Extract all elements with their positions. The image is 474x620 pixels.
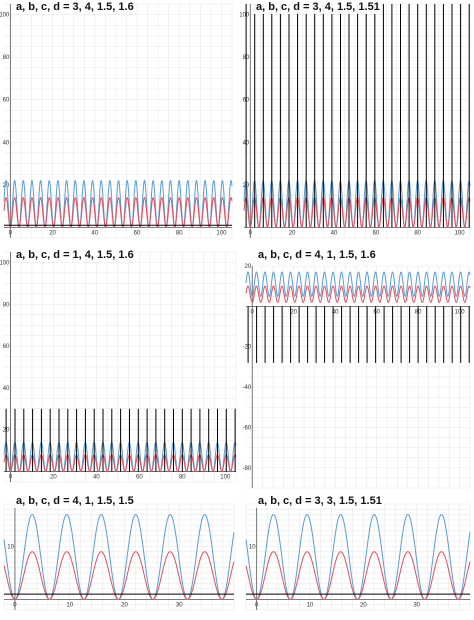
y-tick-label: 10 <box>7 544 14 550</box>
series-red <box>243 196 471 228</box>
series-blue <box>3 441 237 473</box>
x-tick-label: 60 <box>134 230 141 236</box>
chart-3-title: a, b, c, d = 1, 4, 1.5, 1.6 <box>14 248 136 262</box>
x-tick-label: 20 <box>121 602 128 608</box>
x-tick-label: 20 <box>50 475 57 481</box>
grid <box>4 3 233 239</box>
series-red <box>3 196 233 228</box>
chart-5-title: a, b, c, d = 4, 1, 1.5, 1.5 <box>14 494 136 508</box>
y-tick-label: 60 <box>3 344 10 350</box>
y-tick-label: 100 <box>240 13 250 19</box>
chart-2-title: a, b, c, d = 3, 4, 1.5, 1.51 <box>254 0 382 14</box>
y-tick-label: 40 <box>3 386 10 392</box>
x-tick-label: 0 <box>9 475 13 481</box>
x-tick-label: 60 <box>373 309 380 315</box>
series-red <box>245 551 471 600</box>
x-tick-label: 100 <box>216 230 227 236</box>
chart-panel-4: 0 20 40 60 80 100 -80 -60 -40 -20 20 a, b, c, d = … <box>242 248 474 492</box>
x-tick-label: 0 <box>249 230 253 236</box>
x-tick-label: 40 <box>332 309 339 315</box>
chart-1-svg: 0 20 40 60 80 100 20 40 60 80 100 <box>0 3 233 239</box>
y-tick-label: 10 <box>249 544 256 550</box>
x-tick-label: 60 <box>136 475 143 481</box>
series-spikes <box>245 4 470 228</box>
x-tick-label: 0 <box>251 309 255 315</box>
chart-panel-5: 0 10 20 30 10 a, b, c, d = 4, 1, 1.5, 1.5 <box>0 494 238 620</box>
y-tick-label: -40 <box>243 385 252 391</box>
y-tick-label: 20 <box>245 264 252 270</box>
series-blue <box>243 179 471 229</box>
grid <box>246 265 471 489</box>
series-spikes <box>5 408 236 472</box>
x-tick-label: 10 <box>307 602 314 608</box>
y-tick-label: 20 <box>3 183 10 189</box>
x-tick-label: 30 <box>176 602 183 608</box>
x-tick-label: 80 <box>176 230 183 236</box>
y-tick-label: 100 <box>0 13 10 19</box>
chart-5-svg: 0 10 20 30 10 <box>3 503 235 611</box>
series-blue <box>245 271 471 297</box>
grid <box>4 251 237 483</box>
series-spikes <box>247 306 470 363</box>
x-tick-label: 40 <box>91 230 98 236</box>
y-tick-label: -80 <box>243 466 252 472</box>
chart-1-title: a, b, c, d = 3, 4, 1.5, 1.6 <box>14 0 136 14</box>
x-tick-label: 30 <box>413 602 420 608</box>
chart-6-svg: 0 10 20 30 10 <box>245 503 471 611</box>
y-tick-label: 80 <box>3 55 10 61</box>
chart-4-title: a, b, c, d = 4, 1, 1.5, 1.6 <box>256 248 378 262</box>
x-tick-label: 10 <box>66 602 73 608</box>
chart-panel-3: 0 20 40 60 80 100 20 40 60 80 100 a, b, c, d = 1, … <box>0 248 240 492</box>
x-tick-label: 20 <box>289 230 296 236</box>
x-tick-label: 0 <box>255 602 259 608</box>
x-tick-label: 80 <box>414 230 421 236</box>
x-tick-label: 0 <box>13 602 17 608</box>
series-red <box>3 454 237 473</box>
chart-panel-6: 0 10 20 30 10 a, b, c, d = 3, 3, 1.5, 1.51 <box>242 494 474 620</box>
chart-panel-2: 0 20 40 60 80 100 20 40 60 80 100 a, b, c, d = 3, … <box>240 0 474 248</box>
x-tick-label: 100 <box>455 230 466 236</box>
x-tick-label: 20 <box>49 230 56 236</box>
y-tick-label: -20 <box>243 345 252 351</box>
x-tick-label: 20 <box>360 602 367 608</box>
y-tick-label: 100 <box>0 260 10 266</box>
series-red <box>245 285 471 303</box>
x-tick-label: 100 <box>220 475 231 481</box>
y-tick-label: 60 <box>3 98 10 104</box>
y-tick-label: 40 <box>3 140 10 146</box>
y-tick-label: 80 <box>3 302 10 308</box>
x-tick-label: 80 <box>179 475 186 481</box>
x-tick-label: 40 <box>331 230 338 236</box>
x-tick-label: 40 <box>93 475 100 481</box>
x-tick-label: 20 <box>290 309 297 315</box>
chart-6-title: a, b, c, d = 3, 3, 1.5, 1.51 <box>256 494 384 508</box>
y-tick-label: -60 <box>243 425 252 431</box>
x-tick-label: 0 <box>9 230 13 236</box>
x-tick-label: 100 <box>455 309 466 315</box>
x-tick-label: 60 <box>372 230 379 236</box>
chart-panel-1: 0 20 40 60 80 100 20 40 60 80 100 a, b, c, d = 3, … <box>0 0 236 248</box>
series-red <box>3 551 235 600</box>
series-blue <box>3 179 233 229</box>
